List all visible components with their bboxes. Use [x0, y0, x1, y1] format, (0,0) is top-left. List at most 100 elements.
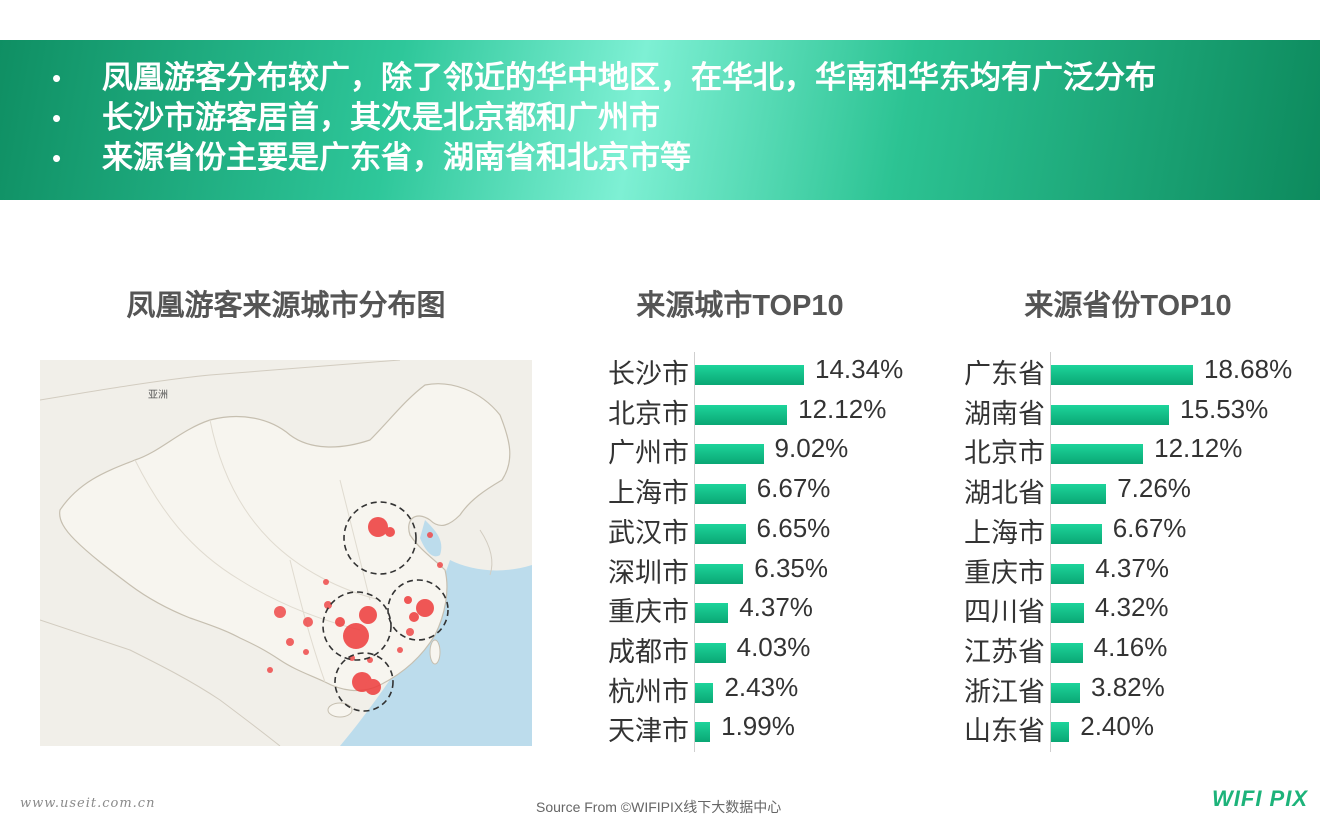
- bar-row: 武汉市 6.65%: [308, 511, 830, 551]
- category-label: 广东省: [964, 359, 1045, 389]
- category-label: 江苏省: [964, 636, 1045, 667]
- bar: [695, 642, 726, 663]
- province-line: [134, 459, 361, 631]
- value-label: 9.02%: [774, 433, 849, 464]
- province-line: [209, 419, 381, 601]
- bar-row: 湖南省 15.53%: [664, 392, 1268, 432]
- shenzhen-dot: [365, 679, 381, 695]
- value-label: 4.16%: [1093, 631, 1168, 662]
- summary-bullet: • 凤凰游客分布较广，除了邻近的华中地区，在华北，华南和华东均有广泛分布: [52, 58, 1156, 98]
- city-dot: [323, 579, 329, 585]
- bar-row: 江苏省 4.16%: [664, 630, 1167, 670]
- bar-row: 湖北省 7.26%: [664, 471, 1191, 511]
- bullet-dot: •: [52, 63, 62, 93]
- summary-bullet: • 来源省份主要是广东省，湖南省和北京市等: [52, 138, 1156, 178]
- neighbor-border: [479, 529, 493, 576]
- value-label: 12.12%: [1154, 433, 1243, 464]
- value-label: 7.26%: [1117, 473, 1191, 504]
- bar: [695, 365, 804, 385]
- bar-row: 北京市 12.12%: [664, 431, 1242, 471]
- category-label: 重庆市: [964, 557, 1045, 588]
- category-label: 山东省: [964, 716, 1045, 747]
- bar-row: 杭州市 2.43%: [308, 670, 808, 710]
- summary-bullet: • 长沙市游客居首，其次是北京都和广州市: [52, 98, 1156, 138]
- header-banner: • 凤凰游客分布较广，除了邻近的华中地区，在华北，华南和华东均有广泛分布 • 长沙市…: [0, 40, 1320, 200]
- bar: [1051, 404, 1170, 425]
- value-label: 4.37%: [739, 592, 813, 623]
- south-china-circle: [334, 652, 394, 712]
- category-label: 重庆市: [608, 597, 689, 628]
- central-china-circle: [322, 591, 392, 661]
- bar: [1051, 365, 1193, 385]
- east-china-circle: [387, 579, 449, 641]
- hainan-island: [327, 702, 353, 718]
- bar: [1051, 444, 1144, 465]
- value-label: 14.34%: [815, 354, 904, 384]
- value-label: 4.03%: [736, 631, 811, 662]
- bar: [1051, 563, 1085, 584]
- value-label: 15.53%: [1180, 393, 1269, 424]
- bar: [695, 404, 788, 425]
- category-label: 成都市: [608, 636, 689, 667]
- category-label: 北京市: [964, 438, 1045, 469]
- changsha-dot: [343, 623, 369, 649]
- beijing-dot: [368, 517, 388, 537]
- city-dot: [267, 667, 273, 673]
- value-label: 2.43%: [724, 671, 799, 702]
- category-label: 杭州市: [608, 676, 689, 707]
- value-label: 6.35%: [754, 552, 828, 583]
- bar-row: 重庆市 4.37%: [664, 551, 1169, 591]
- cluster-dots: [335, 517, 434, 695]
- bar-row: 深圳市 6.35%: [308, 551, 828, 591]
- bar: [1051, 523, 1102, 544]
- bullet-text: 凤凰游客分布较广，除了邻近的华中地区，在华北，华南和华东均有广泛分布: [102, 60, 1156, 95]
- bar: [1051, 722, 1070, 743]
- source-city-map: 亚洲: [40, 360, 532, 746]
- asia-label: 亚洲: [148, 389, 168, 401]
- city-chart-title: 来源城市TOP10: [636, 290, 844, 322]
- city-dots: [267, 532, 443, 673]
- value-label: 2.40%: [1080, 711, 1154, 742]
- category-label: 湖南省: [964, 398, 1045, 429]
- bar-row: 北京市 12.12%: [308, 392, 886, 432]
- bar: [695, 444, 764, 465]
- hangzhou-dot: [409, 612, 419, 622]
- city-dot: [303, 649, 309, 655]
- tianjin-dot: [385, 527, 395, 537]
- bar: [695, 682, 714, 703]
- value-label: 12.12%: [798, 393, 887, 424]
- source-text: Source From ©WIFIPIX线下大数据中心: [536, 799, 782, 815]
- city-dot: [274, 606, 286, 618]
- category-label: 四川省: [964, 597, 1045, 628]
- bar: [695, 484, 746, 505]
- shanghai-dot: [416, 599, 434, 617]
- neighbor-border: [40, 360, 401, 401]
- neighbor-border: [40, 619, 281, 746]
- city-dot: [397, 647, 403, 653]
- bar-row: 浙江省 3.82%: [664, 670, 1165, 710]
- bar: [695, 523, 746, 544]
- city-dot: [427, 532, 433, 538]
- watermark-text: www.useit.com.cn: [20, 796, 156, 811]
- bullet-text: 长沙市游客居首，其次是北京都和广州市: [102, 100, 660, 135]
- bar-row: 天津市 1.99%: [308, 709, 808, 749]
- province-top10-chart: 广东省 18.68% 湖南省 15.53% 北京市 12.12% 湖北省 7.26% 上海市 6.…: [664, 352, 1292, 752]
- chongqing-dot: [335, 617, 345, 627]
- bar-row: 广州市 9.02%: [308, 431, 848, 471]
- city-dot: [303, 617, 313, 627]
- value-label: 6.65%: [756, 512, 831, 543]
- bar-row: 重庆市 4.37%: [308, 590, 813, 630]
- city-dot: [286, 638, 294, 646]
- wuhan-dot: [359, 606, 377, 624]
- category-label: 湖北省: [964, 478, 1045, 509]
- province-chart-axis: [1050, 352, 1051, 752]
- value-label: 18.68%: [1204, 354, 1293, 384]
- category-label: 武汉市: [608, 517, 689, 548]
- bar: [1051, 484, 1107, 505]
- province-chart-title: 来源省份TOP10: [1024, 290, 1232, 322]
- bullet-text: 来源省份主要是广东省，湖南省和北京市等: [102, 140, 691, 175]
- city-dot: [437, 562, 443, 568]
- bar: [695, 722, 711, 743]
- category-label: 深圳市: [608, 557, 689, 588]
- summary-bullets: • 凤凰游客分布较广，除了邻近的华中地区，在华北，华南和华东均有广泛分布 • 长沙市…: [52, 58, 1156, 178]
